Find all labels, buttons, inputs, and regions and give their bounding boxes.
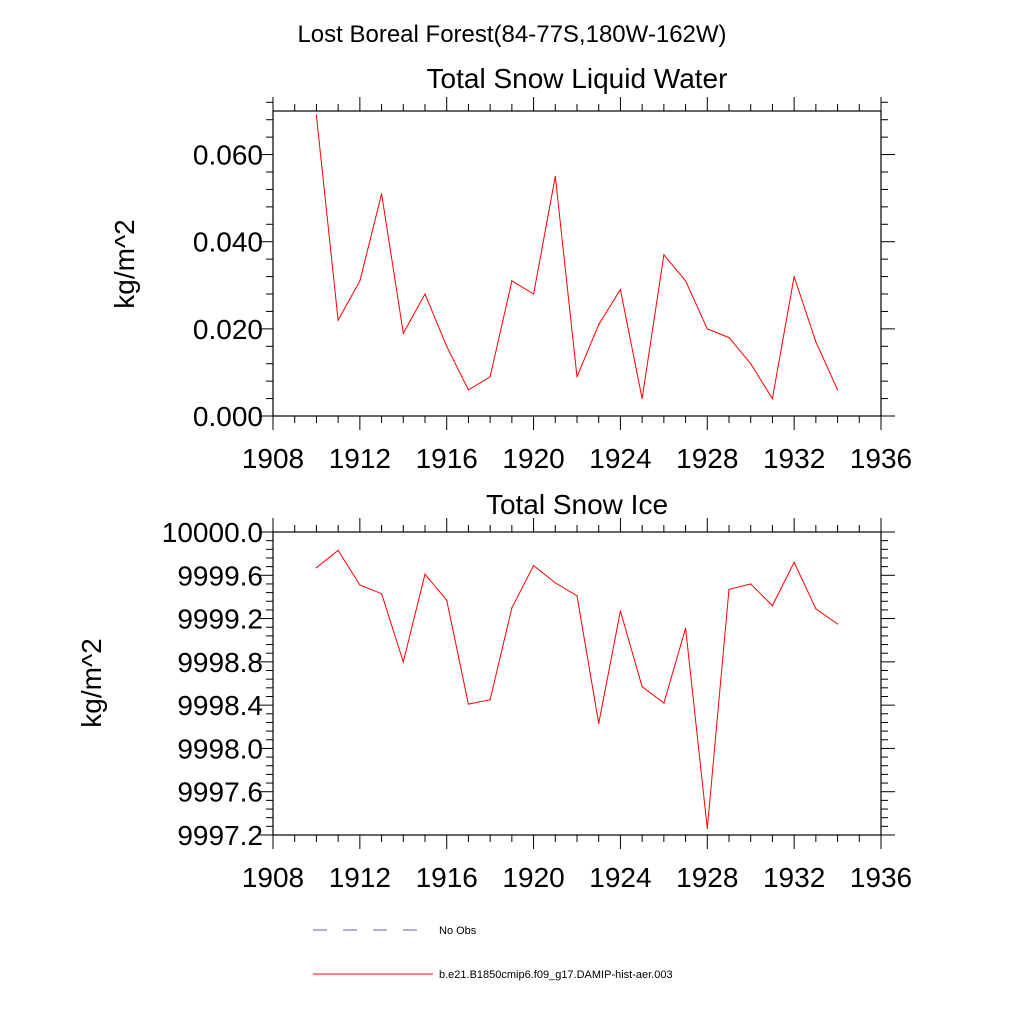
data-point xyxy=(663,702,665,704)
data-point xyxy=(728,588,730,590)
data-point xyxy=(684,627,687,629)
data-point xyxy=(402,332,404,334)
data-point xyxy=(815,341,817,343)
x-tick-label: 1912 xyxy=(329,443,391,474)
data-point xyxy=(793,275,795,278)
data-point xyxy=(467,389,470,391)
y-tick-label: 9997.2 xyxy=(177,820,263,851)
data-point xyxy=(750,583,752,585)
data-point xyxy=(771,397,774,400)
axis-ticks-liquid: 1908 1912 1916 1920 1924 1928 1932 1936 0.000 0.0… xyxy=(193,97,912,474)
data-point xyxy=(380,593,383,595)
y-tick-label: 0.060 xyxy=(193,140,263,171)
data-point xyxy=(402,661,404,663)
axis-ticks-ice: 1908 1912 1916 1920 1924 1928 1932 1936 9997.2 99… xyxy=(162,517,912,893)
data-point xyxy=(706,328,708,330)
data-point xyxy=(359,280,361,282)
data-point xyxy=(750,363,752,365)
y-tick-label: 9999.6 xyxy=(177,560,263,591)
y-tick-label: 0.040 xyxy=(193,227,263,258)
data-point xyxy=(793,561,795,563)
figure-title: Lost Boreal Forest(84-77S,180W-162W) xyxy=(297,21,726,48)
y-tick-label: 9998.8 xyxy=(177,647,263,678)
data-point xyxy=(554,582,556,584)
data-point xyxy=(424,573,426,575)
data-point xyxy=(836,623,839,625)
x-tick-label: 1932 xyxy=(763,862,825,893)
x-tick-label: 1928 xyxy=(676,862,738,893)
data-point xyxy=(489,376,491,378)
series-group-ice xyxy=(315,549,839,830)
y-axis-label-ice: kg/m^2 xyxy=(76,638,107,727)
data-point xyxy=(532,564,535,567)
y-tick-label: 0.000 xyxy=(193,401,263,432)
data-point xyxy=(554,175,556,177)
y-tick-label: 9998.4 xyxy=(177,690,263,721)
data-point xyxy=(619,289,622,291)
y-tick-label: 0.020 xyxy=(193,314,263,345)
data-point xyxy=(446,345,448,347)
y-tick-label: 9998.0 xyxy=(177,733,263,764)
data-point xyxy=(771,604,774,607)
panel-title-liquid: Total Snow Liquid Water xyxy=(427,63,728,94)
legend-label-no-obs: No Obs xyxy=(439,925,477,937)
data-point xyxy=(337,549,339,551)
data-point xyxy=(598,323,600,326)
data-point xyxy=(337,319,339,321)
series-line-model xyxy=(315,115,839,400)
data-point xyxy=(641,397,643,400)
data-point xyxy=(511,280,513,282)
x-tick-label: 1916 xyxy=(416,862,478,893)
data-point xyxy=(359,584,361,586)
x-tick-label: 1936 xyxy=(850,862,912,893)
x-tick-label: 1932 xyxy=(763,443,825,474)
data-point xyxy=(598,722,600,725)
y-tick-label: 9999.2 xyxy=(177,604,263,635)
x-tick-label: 1920 xyxy=(502,862,564,893)
data-point xyxy=(380,193,383,195)
data-point xyxy=(446,599,448,601)
x-tick-label: 1908 xyxy=(242,862,304,893)
y-tick-label: 9997.6 xyxy=(177,777,263,808)
x-tick-label: 1924 xyxy=(589,443,651,474)
x-tick-label: 1924 xyxy=(589,862,651,893)
x-tick-label: 1916 xyxy=(416,443,478,474)
data-point xyxy=(576,595,578,597)
panel-snow-ice: Total Snow Ice kg/m^2 1908 1912 1916 1920 19… xyxy=(76,489,912,893)
data-point xyxy=(467,703,470,705)
data-point xyxy=(684,280,687,282)
data-point xyxy=(576,376,578,378)
series-line-model xyxy=(316,549,838,829)
x-tick-label: 1936 xyxy=(850,443,912,474)
data-point xyxy=(532,293,535,295)
legend: No Obs b.e21.B1850cmip6.f09_g17.DAMIP-hi… xyxy=(313,925,673,981)
data-point xyxy=(315,114,318,116)
x-tick-label: 1908 xyxy=(242,443,304,474)
data-point xyxy=(424,293,426,295)
data-point xyxy=(641,686,643,688)
plot-frame-ice xyxy=(272,531,882,836)
panel-snow-liquid-water: Total Snow Liquid Water kg/m^2 1908 1912 1… xyxy=(109,63,912,474)
data-point xyxy=(619,610,622,612)
data-point xyxy=(706,827,708,830)
data-point xyxy=(315,567,318,569)
y-axis-label-liquid: kg/m^2 xyxy=(109,219,140,308)
data-point xyxy=(489,699,491,701)
data-point xyxy=(836,389,839,391)
x-tick-label: 1912 xyxy=(329,862,391,893)
data-point xyxy=(728,336,730,339)
legend-label-model: b.e21.B1850cmip6.f09_g17.DAMIP-hist-aer.… xyxy=(439,969,673,981)
x-tick-label: 1928 xyxy=(676,443,738,474)
data-point xyxy=(663,254,665,256)
y-tick-label: 10000.0 xyxy=(162,517,263,548)
panel-title-ice: Total Snow Ice xyxy=(486,489,668,520)
series-group-liquid xyxy=(315,114,839,400)
x-tick-label: 1920 xyxy=(502,443,564,474)
data-point xyxy=(815,608,817,610)
data-point xyxy=(511,607,513,609)
